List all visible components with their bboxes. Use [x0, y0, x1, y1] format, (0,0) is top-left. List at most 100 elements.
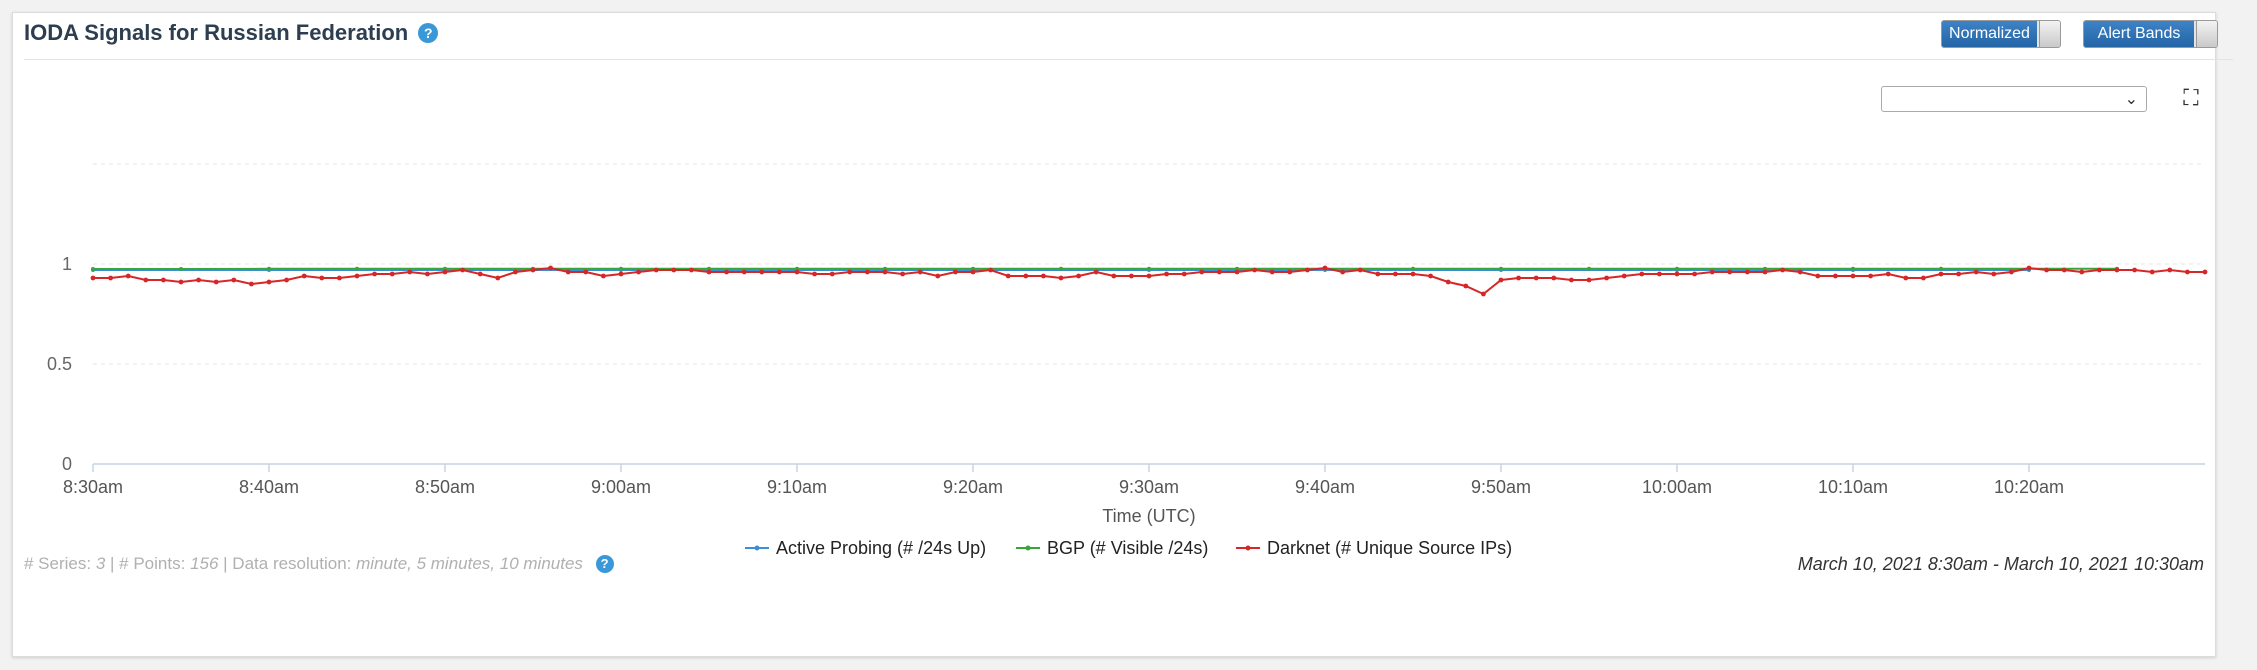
data-point — [442, 269, 448, 275]
x-tick-label: 9:20am — [943, 477, 1003, 497]
x-axis-label: Time (UTC) — [1102, 506, 1195, 526]
data-point — [2009, 269, 2014, 275]
data-point — [882, 269, 888, 275]
data-point — [1551, 275, 1557, 281]
normalized-toggle[interactable]: Normalized — [1941, 20, 2061, 48]
data-point — [1921, 275, 1926, 281]
legend-label: Active Probing (# /24s Up) — [776, 538, 986, 558]
y-tick-label: 0 — [62, 454, 72, 474]
data-point — [953, 269, 958, 275]
data-point — [1129, 273, 1134, 279]
fullscreen-icon[interactable]: ⛶ — [2183, 85, 2199, 110]
x-tick-label: 9:50am — [1471, 477, 1531, 497]
data-point — [917, 269, 923, 275]
x-tick-label: 8:50am — [415, 477, 475, 497]
series-2 — [90, 265, 2208, 297]
data-point — [865, 269, 870, 275]
series-count-label: # Series: — [24, 554, 92, 573]
data-point — [601, 273, 606, 279]
data-point — [1147, 266, 1151, 271]
data-point — [1164, 271, 1169, 277]
data-point — [1234, 269, 1240, 275]
data-point — [91, 267, 95, 271]
chevron-down-icon: ⌄ — [2124, 91, 2138, 108]
data-point — [1939, 266, 1943, 271]
data-point — [2149, 269, 2155, 275]
x-tick-label: 9:40am — [1295, 477, 1355, 497]
data-point — [108, 275, 113, 281]
data-point — [337, 275, 342, 281]
y-axis-ticks: 00.51 — [47, 254, 72, 474]
data-point — [2079, 269, 2085, 275]
data-point — [178, 279, 184, 285]
data-point — [812, 271, 817, 277]
data-point — [1252, 267, 1257, 273]
data-point — [1146, 273, 1152, 279]
data-point — [653, 267, 659, 273]
signal-select[interactable]: ⌄ — [1881, 86, 2147, 112]
data-point — [1709, 269, 1715, 275]
data-point — [671, 267, 677, 273]
data-point — [1499, 266, 1503, 271]
data-point — [1041, 273, 1046, 279]
data-point — [179, 267, 183, 271]
data-point — [1604, 275, 1609, 281]
alert-bands-toggle[interactable]: Alert Bands — [2083, 20, 2218, 48]
data-point — [1868, 273, 1873, 279]
data-point — [1322, 265, 1328, 271]
data-point — [1586, 277, 1592, 283]
data-point — [1587, 266, 1591, 271]
data-point — [2114, 267, 2120, 273]
data-point — [583, 269, 589, 275]
data-point — [935, 273, 941, 279]
data-point — [1058, 275, 1064, 281]
data-point — [495, 275, 501, 281]
date-range: March 10, 2021 8:30am - March 10, 2021 1… — [1797, 554, 2204, 574]
x-tick-label: 10:00am — [1642, 477, 1712, 497]
data-point — [1675, 266, 1679, 271]
help-icon[interactable]: ? — [418, 23, 439, 43]
data-point — [1973, 269, 1979, 275]
resolution-value: minute, 5 minutes, 10 minutes — [356, 554, 583, 573]
data-point — [1059, 266, 1063, 271]
x-tick-label: 9:00am — [591, 477, 651, 497]
header-divider — [24, 59, 2233, 60]
resolution-help-icon[interactable]: ? — [595, 555, 614, 573]
page-title: IODA Signals for Russian Federation? — [24, 20, 439, 46]
x-axis-ticks: 8:30am 8:40am 8:50am 9:00am 9:10am 9:20am 9:30… — [63, 464, 2064, 497]
x-tick-label: 8:40am — [239, 477, 299, 497]
data-point — [443, 266, 447, 271]
legend-label: Darknet (# Unique Source IPs) — [1267, 538, 1512, 558]
data-point — [1498, 277, 1504, 283]
data-point — [2185, 269, 2190, 275]
data-point — [1235, 266, 1239, 271]
data-point — [354, 273, 360, 279]
data-point — [1745, 269, 1750, 275]
data-point — [1269, 269, 1275, 275]
chart-series — [90, 265, 2208, 297]
data-point — [619, 266, 623, 271]
x-tick-label: 8:30am — [63, 477, 123, 497]
data-point — [971, 266, 975, 271]
data-point — [477, 271, 483, 277]
chart-grid — [93, 163, 2205, 365]
data-point — [1833, 273, 1838, 279]
page-title-text: IODA Signals for Russian Federation — [24, 20, 409, 45]
data-point — [249, 281, 254, 287]
data-point — [1851, 266, 1855, 271]
data-point — [1411, 266, 1415, 271]
data-point — [777, 269, 782, 275]
x-tick-label: 10:10am — [1818, 477, 1888, 497]
data-point — [795, 266, 799, 271]
data-point — [2167, 267, 2173, 273]
data-point — [847, 269, 853, 275]
chart-legend: Active Probing (# /24s Up) BGP (# Visible… — [745, 538, 1512, 558]
signals-card — [12, 12, 2216, 657]
data-point — [2061, 267, 2067, 273]
data-point — [2044, 267, 2049, 273]
legend-item-1: BGP (# Visible /24s) — [1016, 538, 1208, 558]
data-point — [988, 267, 993, 273]
data-point — [1956, 271, 1961, 277]
data-point — [1375, 271, 1381, 277]
